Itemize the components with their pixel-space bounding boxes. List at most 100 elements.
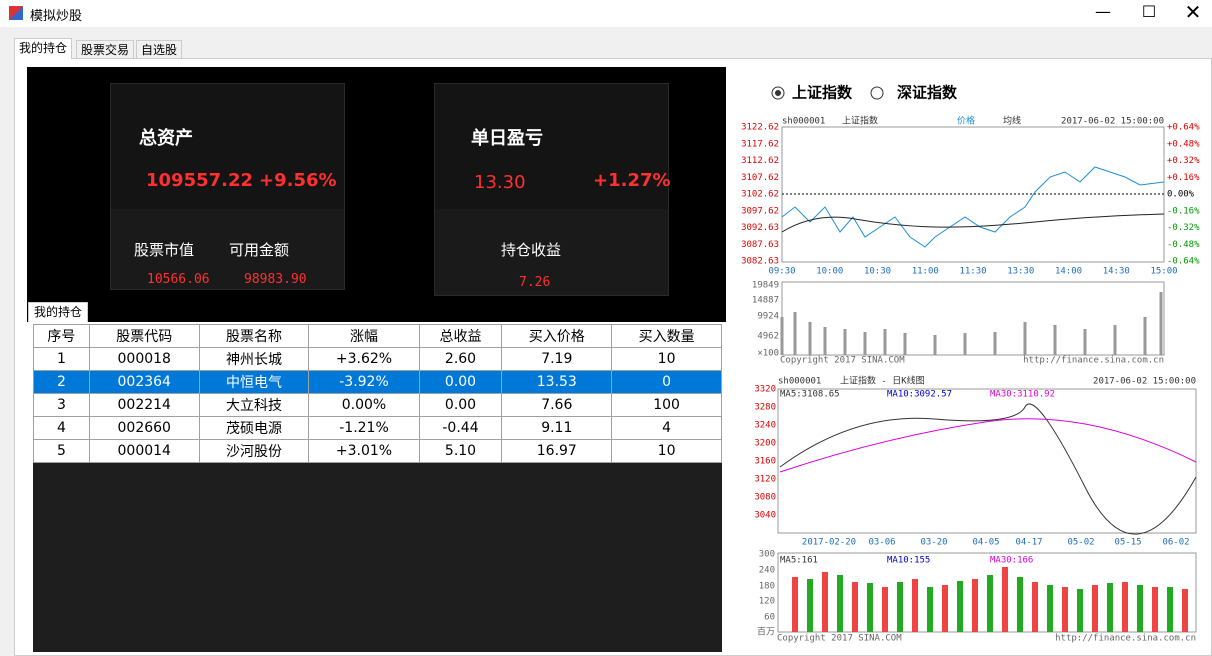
chart-label: 3240 — [754, 421, 776, 431]
change: +9.56% — [259, 170, 337, 191]
index-charts: 上证指数 深证指数 sh000001 上证指数 价格 均线 2017-06-02 15:… — [741, 84, 1200, 644]
label: 总资产 — [139, 128, 193, 149]
card: 单日盈亏 13.30 +1.27% 持仓收益 7.26 — [434, 83, 671, 296]
label: 单日盈亏 — [471, 128, 543, 149]
chart-label: 价格 — [957, 115, 975, 127]
radio-label[interactable]: 上证指数 — [792, 84, 853, 102]
chart-label: -0.32% — [1167, 223, 1200, 233]
table-row[interactable]: 5 000014 沙河股份 +3.01% 5.10 16.97 10 — [33, 439, 722, 463]
chart-label: 06-02 — [1162, 538, 1189, 548]
column-header: 买入数量 — [611, 324, 722, 348]
chart-label: 03-06 — [868, 538, 895, 548]
table-cell: 000014 — [88, 439, 200, 463]
chart-label: http://finance.sina.com.cn — [1023, 356, 1164, 366]
tab[interactable]: 我的持仓 — [14, 38, 73, 59]
chart-label: MA30:166 — [990, 556, 1033, 566]
value: 10566.06 — [147, 272, 210, 287]
chart-label: MA10:3092.57 — [887, 390, 952, 400]
chart-label: 0.00% — [1167, 190, 1195, 200]
chart-label: 14:00 — [1055, 267, 1082, 277]
chart-label: 3200 — [754, 439, 776, 449]
chart-label: 3097.62 — [741, 206, 779, 216]
holdings-tab[interactable]: 我的持仓 — [28, 302, 89, 322]
minimize[interactable]: — — [1095, 2, 1111, 21]
table-cell: -0.44 — [418, 416, 503, 440]
chart-label: 10:00 — [816, 267, 843, 277]
value: 109557.22 — [146, 170, 254, 191]
chart-label: 03-20 — [920, 538, 947, 548]
chart-label: 3102.62 — [741, 190, 779, 200]
chart-label: 05-02 — [1067, 538, 1094, 548]
chart-label: 上证指数 - 日K线图 — [840, 375, 925, 387]
column-header: 序号 — [33, 324, 90, 348]
table-cell: +3.62% — [308, 347, 420, 371]
chart-label: 3280 — [754, 403, 776, 413]
grid-panel: 序号 股票代码 股票名称 涨幅 总收益 买入价格 买入数量 1 000018 神州长城 +3.62%… — [33, 324, 722, 652]
chart-label: ×100 — [757, 349, 779, 359]
tab[interactable]: 股票交易 — [76, 40, 135, 59]
table-cell: 002214 — [88, 393, 200, 417]
table-row[interactable]: 2 002364 中恒电气 -3.92% 0.00 13.53 0 — [33, 370, 722, 394]
app-icon — [9, 6, 23, 20]
tab[interactable]: 自选股 — [136, 40, 183, 59]
table-cell: 3 — [33, 393, 90, 417]
close[interactable]: ✕ — [1184, 0, 1202, 24]
title-bar: 模拟炒股 — ☐ ✕ — [0, 0, 1212, 27]
table-cell: 100 — [611, 393, 722, 417]
chart-label: 11:30 — [959, 267, 986, 277]
table-cell: 大立科技 — [198, 393, 310, 417]
radio-label[interactable]: 深证指数 — [897, 84, 958, 102]
chart-label: -0.16% — [1167, 206, 1200, 216]
table-cell: 4 — [33, 416, 90, 440]
table-cell: 10 — [611, 439, 722, 463]
value: 98983.90 — [244, 272, 307, 287]
chart-label: 11:00 — [912, 267, 939, 277]
table-cell: 茂硕电源 — [198, 416, 310, 440]
chart-label: sh000001 — [778, 377, 821, 387]
chart-label: 3107.62 — [741, 173, 779, 183]
table-cell: -3.92% — [308, 370, 420, 394]
chart-label: 10:30 — [864, 267, 891, 277]
table-cell: +3.01% — [308, 439, 420, 463]
label: 股票市值 — [134, 241, 195, 259]
table-row[interactable]: 1 000018 神州长城 +3.62% 2.60 7.19 10 — [33, 347, 722, 371]
table-row[interactable]: 4 002660 茂硕电源 -1.21% -0.44 9.11 4 — [33, 416, 722, 440]
maximize[interactable]: ☐ — [1141, 2, 1157, 21]
table-cell: 0.00 — [418, 393, 503, 417]
chart-label: MA5:3108.65 — [780, 390, 840, 400]
chart-label: 3160 — [754, 457, 776, 467]
chart-label: 百万 — [757, 627, 775, 638]
chart-label: 3320 — [754, 385, 776, 395]
chart-label: 04-17 — [1015, 538, 1042, 548]
chart-label: 3122.62 — [741, 123, 779, 133]
table-cell: 中恒电气 — [198, 370, 310, 394]
chart-label: 4962 — [757, 332, 779, 342]
chart-label: sh000001 — [782, 117, 825, 127]
table-cell: 002660 — [88, 416, 200, 440]
chart-label: 2017-06-02 15:00:00 — [1061, 117, 1164, 127]
chart-label: 14:30 — [1103, 267, 1130, 277]
column-header: 涨幅 — [308, 324, 420, 348]
chart-label: +0.64% — [1167, 123, 1200, 133]
table-cell: 9.11 — [501, 416, 613, 440]
table-cell: 16.97 — [501, 439, 613, 463]
column-header: 买入价格 — [501, 324, 613, 348]
table-cell: 7.66 — [501, 393, 613, 417]
chart-label: 3040 — [754, 511, 776, 521]
chart-label: -0.48% — [1167, 240, 1200, 250]
chart-label: 19849 — [752, 281, 779, 291]
table-cell: 13.53 — [501, 370, 613, 394]
table-cell: 0.00 — [418, 370, 503, 394]
chart-label: 300 — [759, 550, 775, 560]
chart-label: 3087.63 — [741, 240, 779, 250]
column-header: 股票名称 — [198, 324, 310, 348]
chart-label: +0.32% — [1167, 156, 1200, 166]
chart-label: 9924 — [757, 312, 779, 322]
column-header: 总收益 — [418, 324, 503, 348]
label: 可用金额 — [229, 241, 290, 259]
chart-label: Copyright 2017 SINA.COM — [780, 356, 905, 366]
table-row[interactable]: 3 002214 大立科技 0.00% 0.00 7.66 100 — [33, 393, 722, 417]
chart-label: 09:30 — [768, 267, 795, 277]
table-cell: 神州长城 — [198, 347, 310, 371]
